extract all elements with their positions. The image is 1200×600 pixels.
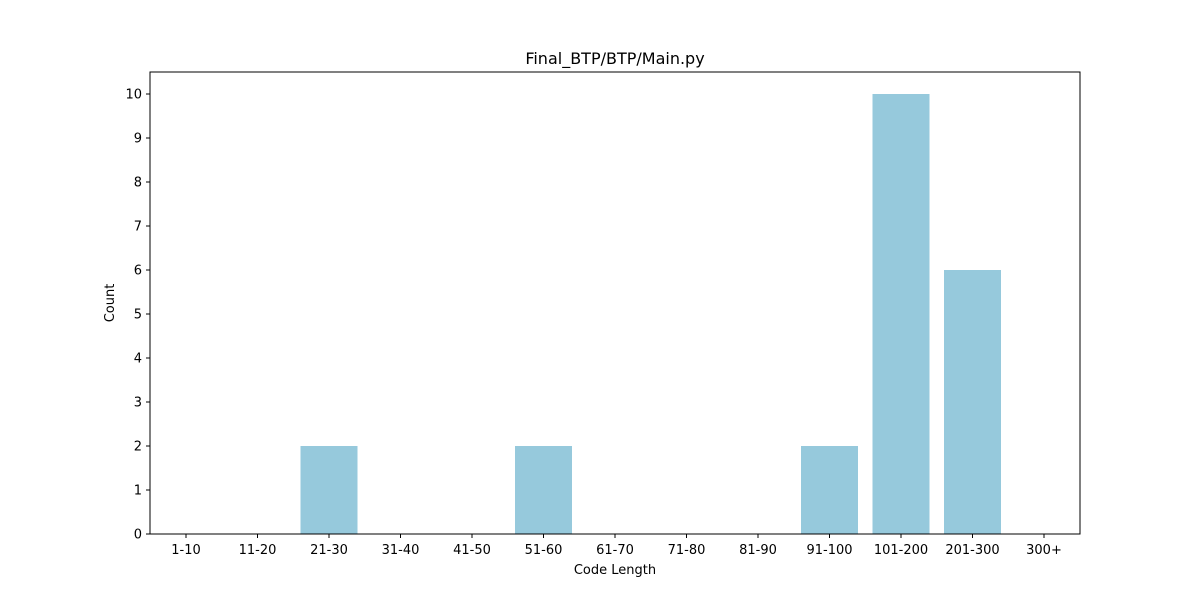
chart-title: Final_BTP/BTP/Main.py bbox=[525, 49, 704, 69]
y-tick-label: 4 bbox=[134, 352, 142, 367]
y-tick-label: 8 bbox=[134, 176, 142, 191]
x-tick-label: 1-10 bbox=[171, 543, 201, 558]
y-tick-label: 6 bbox=[134, 264, 142, 279]
y-tick-label: 5 bbox=[134, 308, 142, 323]
x-tick-label: 81-90 bbox=[739, 543, 777, 558]
x-axis-label: Code Length bbox=[574, 563, 656, 578]
bar bbox=[801, 446, 858, 534]
x-tick-label: 91-100 bbox=[806, 543, 852, 558]
x-tick-label: 61-70 bbox=[596, 543, 634, 558]
y-tick-label: 10 bbox=[125, 88, 142, 103]
x-tick-label: 51-60 bbox=[525, 543, 563, 558]
bar bbox=[944, 270, 1001, 534]
x-tick-label: 11-20 bbox=[239, 543, 277, 558]
y-axis-label: Count bbox=[103, 284, 118, 323]
y-axis: 0 1 2 3 4 5 6 7 8 9 10 bbox=[125, 88, 150, 543]
y-tick-label: 7 bbox=[134, 220, 142, 235]
x-tick-label: 71-80 bbox=[668, 543, 706, 558]
y-tick-label: 3 bbox=[134, 396, 142, 411]
x-tick-label: 201-300 bbox=[945, 543, 999, 558]
y-tick-label: 0 bbox=[134, 528, 142, 543]
bars-group bbox=[300, 94, 1001, 534]
x-tick-label: 31-40 bbox=[382, 543, 420, 558]
bar bbox=[300, 446, 358, 534]
y-tick-label: 9 bbox=[134, 132, 142, 147]
plot-frame bbox=[149, 71, 1081, 535]
y-tick-label: 1 bbox=[134, 484, 142, 499]
x-tick-label: 21-30 bbox=[310, 543, 348, 558]
bar bbox=[515, 446, 572, 534]
x-axis: 1-10 11-20 21-30 31-40 41-50 51-60 61-70 71-80 8… bbox=[171, 534, 1062, 558]
bar bbox=[872, 94, 930, 534]
x-tick-label: 101-200 bbox=[874, 543, 928, 558]
y-tick-label: 2 bbox=[134, 440, 142, 455]
x-tick-label: 300+ bbox=[1026, 543, 1062, 558]
x-tick-label: 41-50 bbox=[453, 543, 491, 558]
